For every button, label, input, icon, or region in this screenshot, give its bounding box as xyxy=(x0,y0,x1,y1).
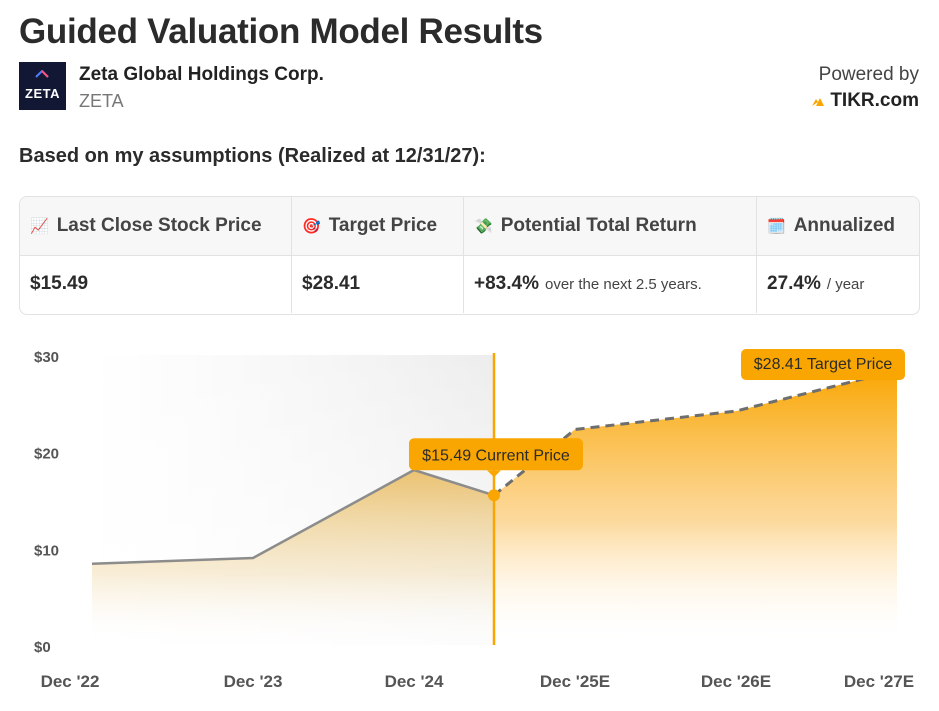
value-total-return: +83.4% over the next 2.5 years. xyxy=(464,255,757,313)
y-tick-label: $10 xyxy=(34,542,59,559)
target-price-label: $28.41 Target Price xyxy=(754,356,893,373)
y-tick-label: $30 xyxy=(34,349,59,366)
tikr-brand-label: TIKR.com xyxy=(830,90,919,111)
projected-area xyxy=(494,370,897,645)
x-tick-label: Dec '27E xyxy=(844,672,914,691)
current-price-point xyxy=(488,489,500,502)
x-tick-label: Dec '23 xyxy=(224,672,283,691)
target-price-label-box xyxy=(741,349,905,380)
value-total-return-text: +83.4% xyxy=(474,273,539,294)
logo-text: ZETA xyxy=(25,86,60,101)
x-tick-label: Dec '24 xyxy=(385,672,444,691)
target-icon: 🎯 xyxy=(302,218,321,235)
y-tick-label: $20 xyxy=(34,446,59,463)
current-price-label-pointer xyxy=(487,470,501,478)
x-tick-label: Dec '25E xyxy=(540,672,610,691)
value-target-price: $28.41 xyxy=(292,255,464,313)
valuation-chart: $0 $10 $20 $30 Dec '22 Dec '23 Dec '24 Dec '25E… xyxy=(34,349,914,691)
header-last-close-label: Last Close Stock Price xyxy=(56,215,262,236)
current-price-label-box xyxy=(409,438,583,471)
header-target-price: 🎯 Target Price xyxy=(292,197,464,255)
assumptions-heading: Based on my assumptions (Realized at 12/… xyxy=(19,145,486,167)
value-annualized: 27.4% / year xyxy=(757,255,919,313)
value-target-price-text: $28.41 xyxy=(302,273,361,294)
powered-by-label: Powered by xyxy=(818,64,919,85)
money-icon: 💸 xyxy=(474,218,493,235)
x-tick-label: Dec '22 xyxy=(41,672,100,691)
company-name: Zeta Global Holdings Corp. xyxy=(79,64,324,85)
current-price-label: $15.49 Current Price xyxy=(422,447,570,464)
metrics-table: 📈 Last Close Stock Price 🎯 Target Price … xyxy=(19,196,920,315)
header-total-return: 💸 Potential Total Return xyxy=(464,197,757,255)
value-last-close: $15.49 xyxy=(20,255,292,313)
header-last-close: 📈 Last Close Stock Price xyxy=(20,197,292,255)
value-annualized-text: 27.4% xyxy=(767,273,821,294)
metrics-header-row xyxy=(20,197,919,256)
value-total-return-suffix: over the next 2.5 years. xyxy=(544,275,702,293)
y-tick-label: $0 xyxy=(34,639,51,656)
calendar-icon: 🗓️ xyxy=(767,218,786,235)
tikr-logo-icon xyxy=(812,98,825,106)
logo-chevron-icon xyxy=(35,70,49,78)
company-logo: ZETA xyxy=(19,62,66,110)
company-ticker: ZETA xyxy=(79,91,124,111)
header-annualized-label: Annualized xyxy=(793,215,896,236)
chart-increasing-icon: 📈 xyxy=(30,218,49,235)
historical-area xyxy=(92,470,494,645)
header-annualized: 🗓️ Annualized xyxy=(757,197,919,255)
value-annualized-suffix: / year xyxy=(826,275,865,293)
historical-price-line xyxy=(91,468,495,566)
page-title: Guided Valuation Model Results xyxy=(19,12,543,51)
header-total-return-label: Potential Total Return xyxy=(500,215,697,236)
header-target-price-label: Target Price xyxy=(328,215,438,236)
value-last-close-text: $15.49 xyxy=(30,273,89,294)
tikr-brand[interactable]: TIKR.com xyxy=(811,90,919,112)
x-tick-label: Dec '26E xyxy=(701,672,771,691)
